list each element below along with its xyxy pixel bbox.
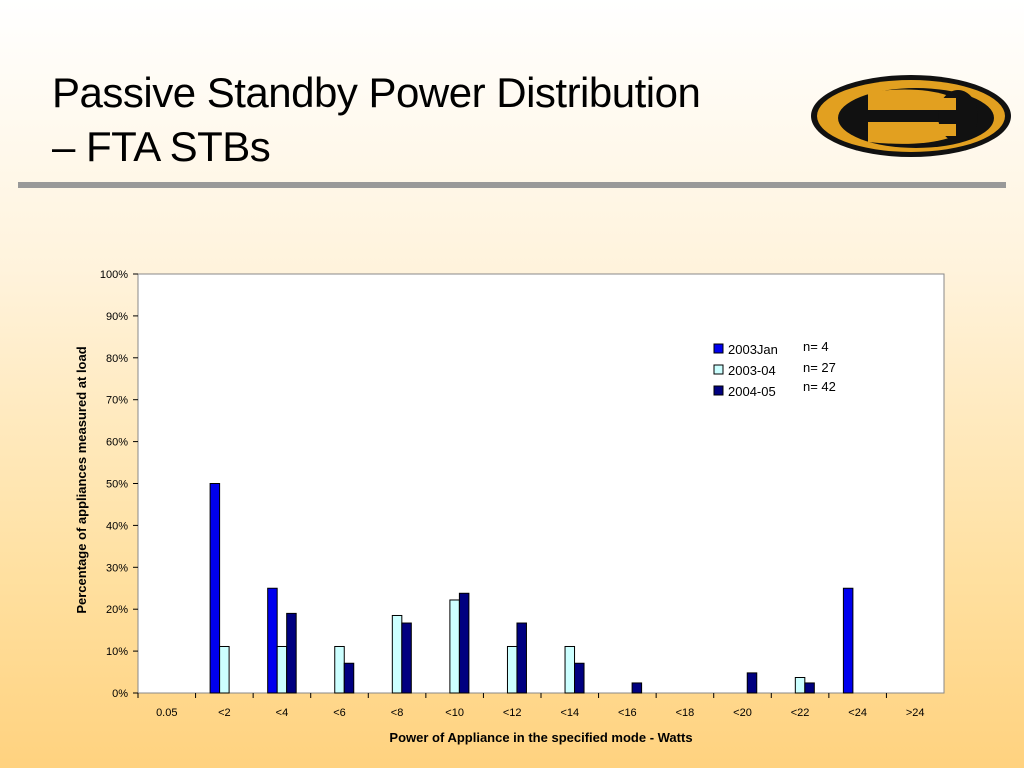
bar [631, 682, 643, 694]
bar [804, 682, 815, 694]
bar [401, 622, 412, 694]
x-tick-label: <12 [503, 707, 522, 719]
legend-label: 2003-04 [728, 363, 776, 378]
x-tick-label: <18 [676, 707, 695, 719]
legend-swatch [713, 343, 724, 354]
x-tick-label: <22 [791, 707, 810, 719]
slide-title-line-2: – FTA STBs [52, 123, 271, 170]
y-tick-label: 60% [106, 437, 128, 449]
y-tick-label: 50% [106, 479, 128, 491]
y-tick-label: 70% [106, 395, 128, 407]
legend-label: 2004-05 [728, 384, 776, 399]
x-tick-label: <2 [218, 707, 231, 719]
y-tick-label: 30% [106, 562, 128, 574]
y-tick-label: 90% [106, 311, 128, 323]
slide-title-line-1: Passive Standby Power Distribution [52, 69, 701, 116]
legend-count: n= 4 [803, 339, 829, 354]
legend-swatch [713, 385, 724, 396]
bar [276, 645, 288, 694]
logo-icon [811, 75, 1011, 157]
bar [391, 614, 403, 694]
x-axis-label: Power of Appliance in the specified mode… [389, 730, 692, 745]
bar [449, 599, 460, 694]
y-tick-label: 80% [106, 353, 128, 365]
title-divider [18, 182, 1006, 188]
bars [209, 483, 854, 694]
bar [209, 483, 221, 694]
legend-label: 2003Jan [728, 342, 778, 357]
legend-count: n= 42 [803, 379, 836, 394]
bar [574, 662, 585, 694]
legend: 2003Jan n= 4 2003-04 n= 27 2004-05 n= 42 [713, 339, 836, 399]
x-tick-label: <14 [560, 707, 579, 719]
y-tick-label: 100% [100, 269, 128, 281]
y-tick-label: 20% [106, 604, 128, 616]
bar [564, 645, 576, 694]
bar [219, 645, 230, 694]
x-tick-label: <24 [848, 707, 867, 719]
x-tick-label: 0.05 [156, 707, 177, 719]
slide-title: Passive Standby Power Distribution – FTA… [52, 66, 792, 174]
x-tick-label: >24 [906, 707, 925, 719]
y-axis-label: Percentage of appliances measured at loa… [74, 346, 89, 613]
x-tick-label: <8 [391, 707, 404, 719]
bar [286, 612, 297, 694]
bar [334, 645, 345, 694]
y-tick-label: 10% [106, 646, 128, 658]
y-axis: 0% 10% 20% 30% 40% 50% 60% 70% 80% 90% 100% [100, 269, 138, 700]
bar [458, 592, 470, 694]
legend-swatch [713, 364, 724, 375]
x-axis: 0.05 <2 <4 <6 <8 <10 <12 <14 <16 <18 <20 <22 <24 >24 [137, 693, 925, 719]
bar [794, 676, 806, 694]
x-tick-label: <10 [445, 707, 464, 719]
x-tick-label: <6 [333, 707, 346, 719]
bar [343, 662, 355, 694]
bar [842, 587, 854, 694]
y-tick-label: 0% [112, 688, 128, 700]
plot-area [137, 273, 945, 694]
bar [516, 622, 527, 694]
bar [267, 587, 278, 694]
bar [506, 645, 518, 694]
legend-count: n= 27 [803, 360, 836, 375]
x-tick-label: <16 [618, 707, 637, 719]
x-tick-label: <20 [733, 707, 752, 719]
y-tick-label: 40% [106, 520, 128, 532]
bar [746, 672, 758, 694]
x-tick-label: <4 [276, 707, 289, 719]
